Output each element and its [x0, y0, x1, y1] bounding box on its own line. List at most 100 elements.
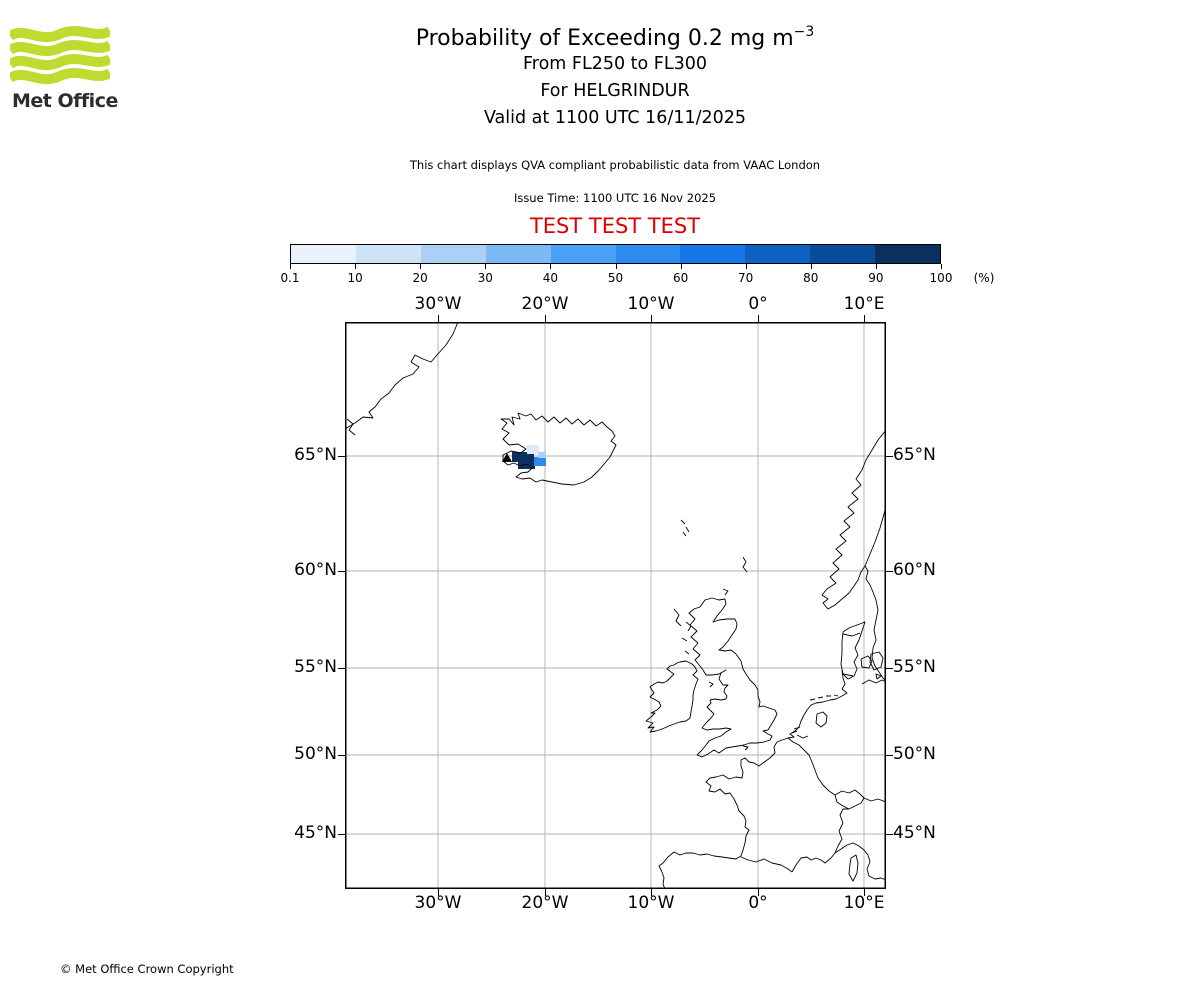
border-denmark-germany: [842, 673, 854, 677]
coast-ireland: [645, 660, 699, 733]
map-frame: [345, 322, 886, 889]
y-axis-label-right: 50°N: [893, 744, 936, 764]
map-tick-left: [338, 571, 345, 572]
coast-mediterranean: [791, 842, 886, 881]
x-axis-label-bottom: 30°W: [414, 893, 462, 913]
map-tick-right: [886, 834, 893, 835]
y-axis-label-right: 60°N: [893, 560, 936, 580]
coast-german-baltic: [861, 679, 886, 685]
border-france-italy: [834, 808, 849, 854]
y-axis-label-right: 45°N: [893, 823, 936, 843]
coast-jutland: [840, 621, 866, 680]
x-axis-label-bottom: 0°: [748, 893, 768, 913]
colorbar-segments: [290, 244, 941, 264]
y-axis-label-left: 65°N: [294, 445, 337, 465]
colorbar-tick: [355, 264, 357, 269]
colorbar-label: 70: [738, 271, 754, 285]
colorbar-label: 0.1: [280, 271, 300, 285]
coast-orkney: [722, 588, 729, 596]
coast-danish-islet: [875, 673, 882, 680]
coast-greenland-islet: [346, 418, 356, 436]
met-office-waves-icon: [7, 26, 113, 85]
map-tick-right: [886, 571, 893, 572]
test-banner: TEST TEST TEST: [529, 214, 701, 238]
y-axis-label-left: 55°N: [294, 657, 337, 677]
colorbar-tick: [485, 264, 487, 269]
page-title: Probability of Exceeding 0.2 mg m−3: [415, 24, 815, 51]
volcano-marker-layer: [502, 453, 512, 462]
x-axis-label-top: 10°W: [627, 294, 675, 314]
y-axis-label-left: 50°N: [294, 744, 337, 764]
colorbar-segment: [745, 245, 811, 263]
map-tick-top: [758, 315, 759, 322]
colorbar-tick: [875, 264, 877, 269]
subtitle-valid-time: Valid at 1100 UTC 16/11/2025: [483, 108, 747, 128]
volcano-marker-icon: [502, 453, 512, 462]
map-tick-top: [545, 315, 546, 322]
x-axis-label-top: 20°W: [521, 294, 569, 314]
colorbar-label: 80: [803, 271, 819, 285]
colorbar-segment: [875, 245, 941, 263]
map-gridlines: [345, 322, 886, 889]
map-tick-bottom: [864, 889, 865, 896]
met-office-logo: [7, 24, 120, 116]
map-tick-left: [338, 834, 345, 835]
probability-cells-layer: [512, 445, 546, 469]
colorbar-tick: [420, 264, 422, 269]
colorbar-tick: [745, 264, 747, 269]
map-tick-top: [651, 315, 652, 322]
map-tick-right: [886, 456, 893, 457]
coast-limfjord: [842, 632, 861, 637]
coast-sjaelland: [869, 651, 884, 671]
colorbar-segment: [615, 245, 681, 263]
border-france-germany: [787, 737, 836, 796]
colorbar-segment: [810, 245, 876, 263]
map-tick-top: [438, 315, 439, 322]
colorbar-tick: [680, 264, 682, 269]
border-pyrenees: [740, 856, 793, 873]
y-axis-label-right: 65°N: [893, 445, 936, 465]
colorbar-unit: (%): [973, 271, 995, 285]
border-austria: [863, 797, 886, 803]
coast-faroes: [680, 519, 690, 537]
colorbar-label: 10: [347, 271, 363, 285]
x-axis-label-bottom: 10°W: [627, 893, 675, 913]
coastlines: [345, 322, 886, 889]
x-axis-label-top: 30°W: [414, 294, 462, 314]
qva-note: This chart displays QVA compliant probab…: [409, 158, 821, 172]
colorbar-tick: [615, 264, 617, 269]
probability-cell: [518, 461, 535, 469]
issue-time: Issue Time: 1100 UTC 16 Nov 2025: [513, 191, 717, 205]
colorbar-label: 40: [542, 271, 559, 285]
title-block: Probability of Exceeding 0.2 mg m−3 From…: [15, 24, 1200, 132]
coast-hebrides: [673, 608, 682, 627]
map-tick-bottom: [758, 889, 759, 896]
colorbar-label: 50: [607, 271, 624, 285]
probability-cell: [534, 457, 546, 466]
colorbar-tick: [550, 264, 552, 269]
coast-continental-west-europe: [658, 669, 848, 889]
coast-frisian-islands: [791, 694, 839, 734]
map-tick-top: [864, 315, 865, 322]
colorbar-segment: [291, 245, 356, 263]
y-axis-label-left: 60°N: [294, 560, 337, 580]
border-belgium-netherlands: [796, 734, 809, 739]
x-axis-label-bottom: 10°E: [843, 893, 885, 913]
map-tick-bottom: [651, 889, 652, 896]
colorbar-label: 30: [477, 271, 493, 285]
coast-norway-sweden: [821, 429, 886, 682]
colorbar-segment: [680, 245, 746, 263]
colorbar-label: 100: [929, 271, 953, 285]
colorbar-segment: [355, 245, 421, 263]
coast-uk-small-islands: [681, 621, 749, 751]
map-tick-right: [886, 668, 893, 669]
coast-shetland: [742, 556, 748, 573]
coast-ijsselmeer: [815, 711, 828, 728]
colorbar-labels: (%) 0.1 10 20 30 40 50 60 70 80 90 100: [280, 271, 1010, 287]
y-axis-label-right: 55°N: [893, 657, 936, 677]
map-tick-bottom: [438, 889, 439, 896]
x-axis-label-top: 0°: [748, 294, 768, 314]
border-switzerland: [834, 789, 865, 810]
map-canvas: [345, 322, 886, 889]
colorbar-tick: [810, 264, 812, 269]
